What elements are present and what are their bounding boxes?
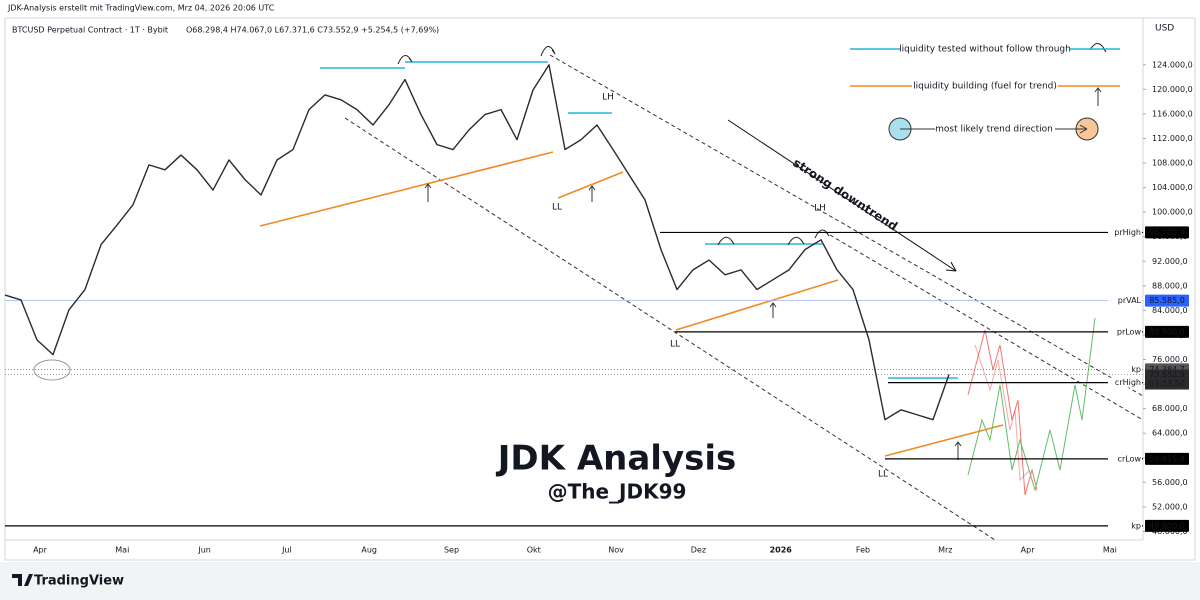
- downtrend-arrow: [727, 119, 957, 272]
- y-tick-label: 64.000,0: [1152, 429, 1188, 438]
- y-tick-label: 104.000,0: [1152, 183, 1193, 192]
- level-name: kp: [1131, 365, 1141, 374]
- annotation: LH: [602, 93, 614, 103]
- annotation: LL: [670, 340, 680, 350]
- y-tick-label: 68.000,0: [1152, 404, 1188, 413]
- legend-bg: [900, 42, 1070, 56]
- liquidity-tested: [320, 61, 958, 379]
- footer-logo: TradingView: [12, 574, 124, 589]
- level-name: crLow: [1118, 454, 1142, 463]
- channel-line: [829, 234, 1144, 421]
- x-tick-label: Mrz: [938, 546, 952, 555]
- x-tick-label: Jul: [281, 546, 292, 555]
- annotation: LL: [552, 203, 562, 213]
- x-tick-label: Mai: [115, 546, 129, 555]
- level-name-bg: [1108, 326, 1142, 337]
- level-badge: [1145, 325, 1189, 338]
- level-value: 96.700,0: [1149, 228, 1185, 237]
- projection-bear: [974, 344, 1031, 482]
- y-tick-label: 100.000,0: [1152, 208, 1193, 217]
- drawings: [33, 43, 1144, 541]
- annotation: LL: [878, 470, 888, 480]
- level-name-bg: [1108, 520, 1142, 531]
- chart-frame: [4, 17, 1196, 561]
- y-tick-label: 120.000,0: [1152, 85, 1193, 94]
- x-tick-label: Aug: [361, 546, 377, 555]
- legend-bg: [912, 79, 1058, 93]
- x-tick-label: Mai: [1103, 546, 1117, 555]
- x-tick-label: Apr: [33, 546, 48, 555]
- liquidity-building: [259, 151, 1004, 457]
- level-name: prHigh: [1114, 228, 1141, 237]
- last-price-badge: [1145, 369, 1189, 390]
- y-tick-label: 124.000,0: [1152, 60, 1193, 69]
- level-name: kp: [1131, 521, 1141, 530]
- level-name: crHigh: [1115, 378, 1141, 387]
- level-name-bg: [1108, 377, 1142, 388]
- level-name: prLow: [1117, 327, 1142, 336]
- x-tick-label: Okt: [527, 546, 541, 555]
- level-name-bg: [1108, 453, 1142, 464]
- x-tick-label: Nov: [608, 546, 624, 555]
- y-tick-label: 108.000,0: [1152, 159, 1193, 168]
- level-name-bg: [1108, 364, 1142, 375]
- x-tick-label: Dez: [691, 546, 706, 555]
- level-badge: [1145, 226, 1189, 239]
- level-name-bg: [1108, 295, 1142, 306]
- y-tick-label: 112.000,0: [1152, 134, 1193, 143]
- x-tick-label: Jun: [197, 546, 211, 555]
- channel-line: [344, 117, 996, 541]
- x-tick-label: Feb: [856, 546, 870, 555]
- y-tick-label: 92.000,0: [1152, 257, 1188, 266]
- level-value: 80.500,0: [1149, 327, 1185, 336]
- x-tick-label: Apr: [1021, 546, 1036, 555]
- level-value: 59.815,4: [1149, 454, 1185, 463]
- footer-bar: [0, 562, 1200, 600]
- circle-mark: [33, 359, 71, 381]
- reject-arcs: [397, 43, 1107, 246]
- level-value: 74.384,7: [1149, 365, 1185, 374]
- legend-text: liquidity building (fuel for trend): [913, 82, 1057, 92]
- annotation: LH: [814, 204, 826, 214]
- watermark-handle: @The_JDK99: [548, 480, 687, 504]
- level-badge: [1145, 452, 1189, 465]
- legend-text: most likely trend direction: [935, 125, 1053, 135]
- up-arrows: [424, 87, 1102, 460]
- level-badge: [1145, 294, 1189, 307]
- y-tick-label: 88.000,0: [1152, 281, 1188, 290]
- credit: JDK-Analysis erstellt mit TradingView.co…: [7, 4, 275, 13]
- projection-bull: [967, 317, 1096, 492]
- y-tick-label: 116.000,0: [1152, 109, 1193, 118]
- x-tick-label: Sep: [444, 546, 459, 555]
- level-value: 85.585,0: [1149, 296, 1185, 305]
- level-name: prVAL: [1118, 296, 1142, 305]
- arrow-head: [945, 261, 957, 272]
- y-tick-label: 56.000,0: [1152, 478, 1188, 487]
- footer-brand: TradingView: [34, 574, 124, 589]
- legend-bg: [935, 122, 1055, 136]
- level-badge: [1145, 519, 1189, 532]
- y-tick-label: 84.000,0: [1152, 306, 1188, 315]
- x-tick-label: 2026: [770, 546, 793, 555]
- last-price: 73.552,9: [1149, 370, 1185, 379]
- level-name-bg: [1108, 227, 1142, 238]
- level-value: 48.900,0: [1149, 521, 1185, 530]
- ohlc: O68.298,4 H74.067,0 L67.371,6 C73.552,9 …: [186, 26, 439, 35]
- watermark-title: JDK Analysis: [496, 439, 736, 479]
- legend-text: liquidity tested without follow through: [899, 45, 1071, 55]
- countdown: 03:53:50: [1149, 379, 1185, 388]
- currency: USD: [1155, 24, 1174, 34]
- symbol: BTCUSD Perpetual Contract · 1T · Bybit: [12, 26, 168, 35]
- channel-line: [549, 54, 1144, 397]
- y-tick-label: 76.000,0: [1152, 355, 1188, 364]
- logo-icon: [12, 574, 33, 586]
- legend-arrow-head: [1079, 124, 1088, 134]
- y-tick-label: 52.000,0: [1152, 502, 1188, 511]
- price-line: [4, 64, 950, 421]
